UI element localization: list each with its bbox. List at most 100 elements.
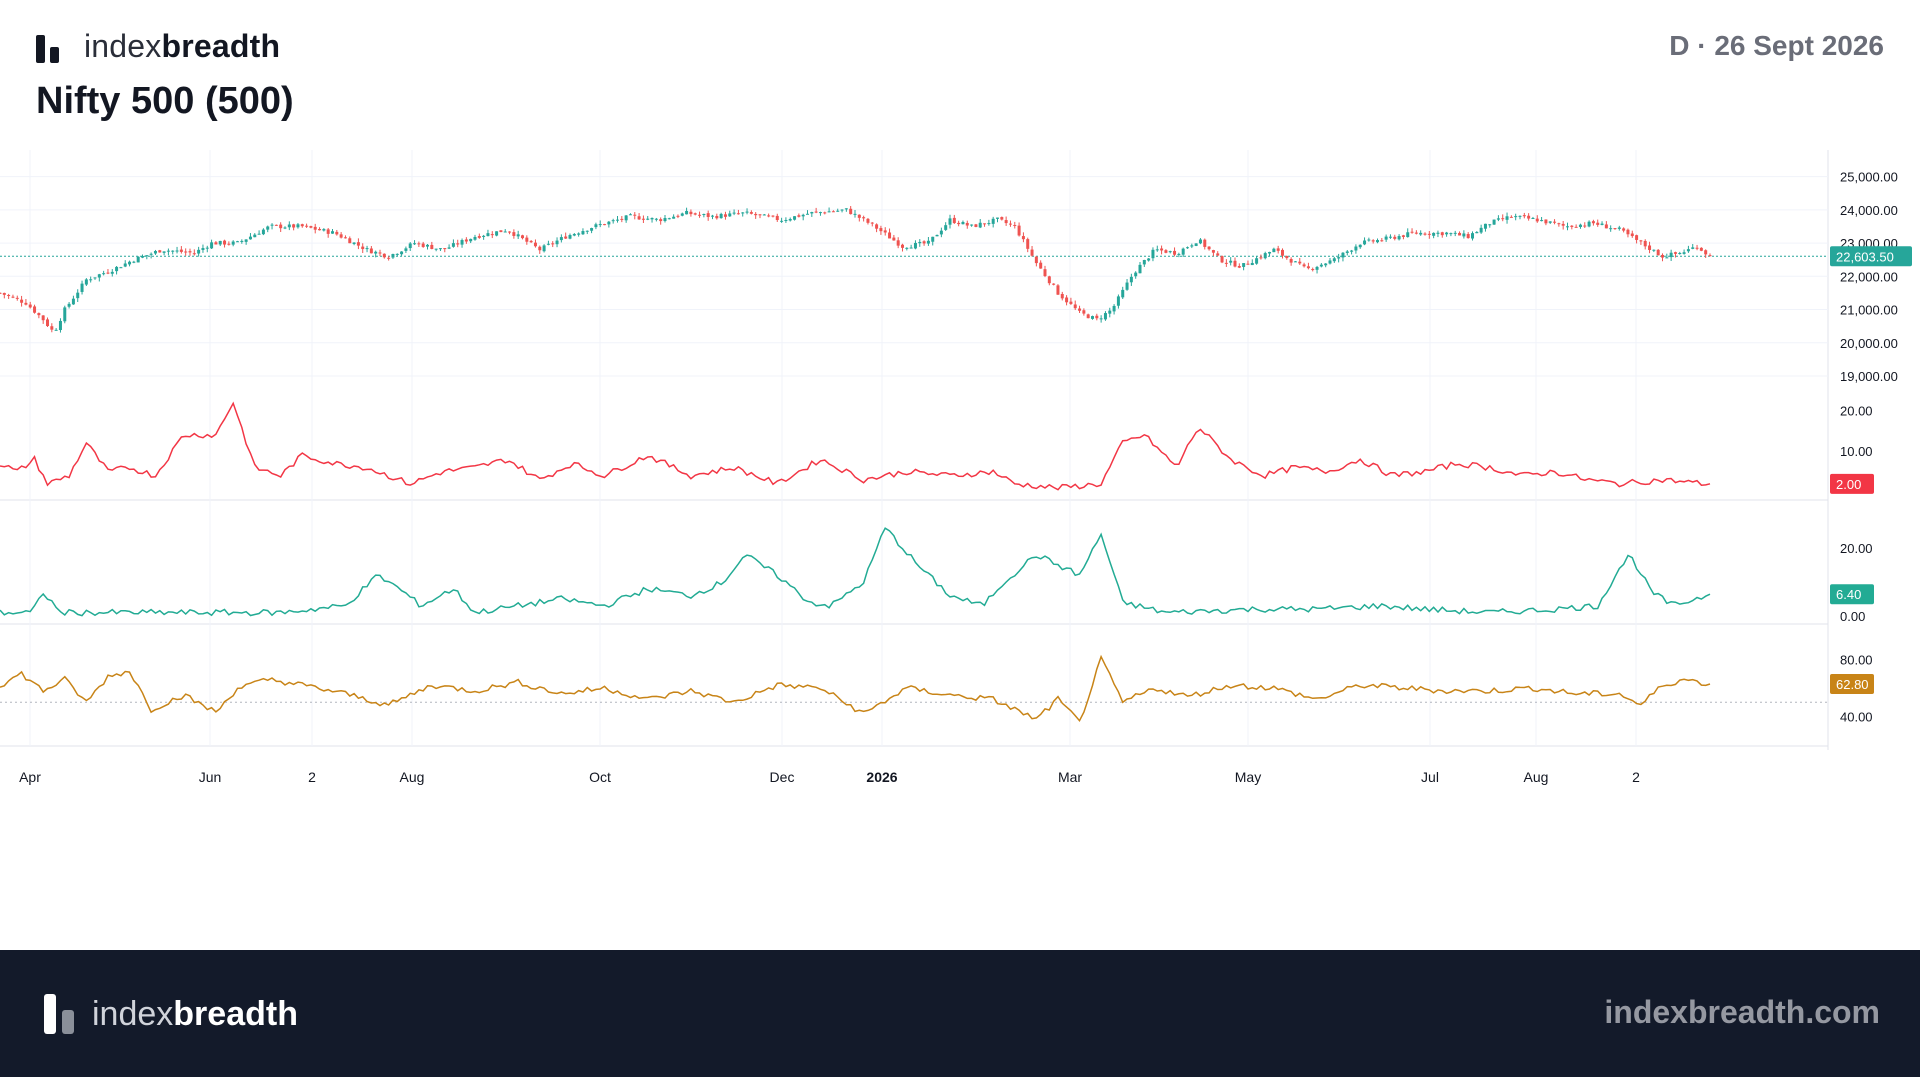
candle-down: [1574, 226, 1578, 228]
candle-up: [1363, 240, 1367, 245]
candle-down: [356, 242, 360, 246]
candle-up: [240, 240, 244, 242]
candle-down: [1160, 248, 1164, 251]
x-axis-tick: 2026: [866, 769, 897, 785]
candle-up: [1531, 218, 1535, 220]
candle-down: [659, 219, 663, 222]
candle-up: [1388, 236, 1392, 238]
candle-up: [1328, 260, 1332, 264]
indicator-axis-tick: 20.00: [1840, 541, 1873, 556]
candle-up: [110, 271, 114, 274]
candle-down: [564, 236, 568, 239]
candle-up: [1566, 226, 1569, 228]
candle-up: [827, 211, 831, 213]
candle-down: [1086, 314, 1090, 319]
candle-down: [1622, 228, 1626, 231]
footer-logo[interactable]: indexbreadth: [44, 994, 298, 1034]
candle-down: [831, 211, 835, 213]
indicator-value-label: 62.80: [1836, 677, 1869, 692]
candle-up: [197, 249, 201, 254]
candle-down: [521, 235, 524, 239]
candle-up: [1367, 239, 1371, 241]
candle-up: [1665, 257, 1669, 259]
candle-down: [1056, 285, 1060, 295]
indicator-lines: [0, 401, 1711, 723]
candle-up: [162, 251, 166, 253]
brand-name-light: index: [84, 28, 162, 64]
candle-up: [119, 267, 123, 269]
candle-down: [1423, 233, 1427, 235]
candle-up: [672, 216, 676, 219]
candle-up: [1198, 239, 1202, 244]
candle-up: [581, 231, 585, 235]
brand-logo[interactable]: indexbreadth: [36, 28, 280, 65]
candle-down: [1613, 228, 1617, 230]
indicator-axis-tick: 0.00: [1840, 609, 1865, 624]
candle-up: [905, 247, 909, 249]
brand-name-bold: breadth: [161, 28, 281, 64]
candle-up: [283, 227, 287, 229]
candle-up: [1587, 221, 1591, 227]
candle-down: [1004, 220, 1008, 224]
candle-up: [568, 235, 572, 239]
candle-down: [184, 251, 188, 253]
candle-up: [1678, 253, 1682, 255]
candle-down: [775, 215, 779, 221]
candle-up: [447, 247, 451, 249]
price-axis-tick: 20,000.00: [1840, 336, 1898, 351]
chart-area[interactable]: 25,000.0024,000.0023,000.0022,000.0021,0…: [0, 150, 1920, 950]
candle-up: [1108, 310, 1112, 314]
candle-down: [870, 222, 874, 224]
candle-up: [352, 242, 356, 244]
candle-up: [1350, 250, 1354, 252]
candle-up: [996, 217, 999, 219]
x-axis-tick: Jun: [199, 769, 222, 785]
candle-down: [1021, 236, 1025, 240]
candle-down: [1527, 215, 1531, 219]
price-candles: [0, 206, 1712, 333]
candle-down: [313, 226, 317, 230]
candle-up: [1617, 227, 1621, 229]
candle-down: [814, 211, 818, 213]
website-link[interactable]: indexbreadth.com: [1604, 994, 1880, 1030]
candle-up: [577, 233, 581, 235]
last-price-label: 22,603.50: [1836, 249, 1894, 264]
candle-down: [1237, 266, 1241, 268]
candle-down: [758, 214, 762, 216]
candle-down: [676, 215, 680, 217]
candle-up: [546, 243, 550, 245]
candle-down: [866, 218, 870, 223]
candle-down: [421, 243, 425, 247]
candle-up: [594, 224, 598, 228]
x-axis-tick: Apr: [19, 769, 41, 785]
candle-up: [1229, 260, 1233, 263]
candle-up: [939, 230, 943, 235]
candle-down: [1591, 221, 1595, 224]
candle-up: [1406, 232, 1410, 238]
candle-down: [28, 304, 32, 308]
candle-up: [732, 212, 736, 214]
candle-down: [0, 292, 2, 294]
indicator-value-badge: [1830, 674, 1874, 694]
candle-down: [227, 243, 231, 245]
candle-down: [767, 215, 771, 217]
candle-down: [1410, 231, 1414, 233]
candle-down: [1380, 240, 1384, 242]
candle-up: [404, 248, 408, 251]
candle-up: [469, 238, 473, 242]
candle-up: [1419, 232, 1423, 235]
candle-up: [287, 224, 291, 228]
candle-down: [698, 214, 702, 216]
candle-up: [711, 215, 714, 217]
candle-down: [1570, 225, 1574, 227]
candle-down: [369, 248, 373, 254]
candle-up: [1492, 219, 1496, 225]
candle-down: [223, 240, 227, 245]
timeframe-date: D · 26 Sept 2026: [1669, 30, 1884, 61]
candle-up: [1453, 232, 1457, 234]
candle-up: [413, 243, 417, 245]
candle-up: [1194, 243, 1198, 246]
candle-up: [806, 213, 809, 215]
x-axis-tick: May: [1235, 769, 1261, 785]
candle-up: [788, 219, 792, 221]
